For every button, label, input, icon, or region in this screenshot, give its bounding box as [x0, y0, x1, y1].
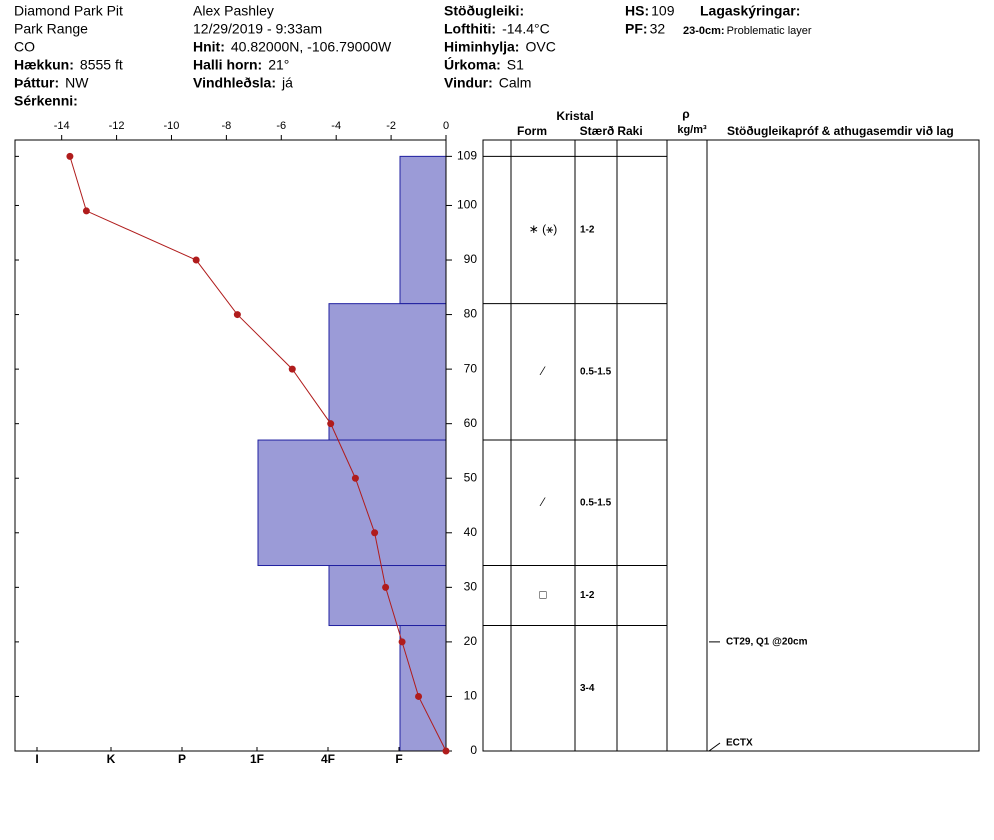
field-value: OVC: [525, 39, 555, 55]
field-label: Vindhleðsla:: [193, 75, 276, 91]
field-label: HS:: [625, 3, 649, 19]
test-arrow: [708, 742, 721, 752]
temperature-point: [288, 365, 296, 373]
temperature-point: [415, 692, 423, 700]
y-tick-label: 60: [464, 416, 478, 430]
note-label: 23-0cm:: [683, 25, 725, 37]
field-value: Park Range: [14, 21, 88, 37]
y-tick-label: 20: [464, 634, 478, 648]
layer-form: □: [539, 588, 546, 602]
col-header: Kristal: [556, 109, 593, 123]
temperature-point: [66, 152, 74, 160]
field-label: Halli horn:: [193, 57, 262, 73]
y-tick-label: 10: [464, 689, 478, 703]
field-value: CO: [14, 39, 35, 55]
hardness-bar: [399, 625, 447, 752]
hardness-label: P: [178, 752, 186, 766]
hardness-bar: [328, 565, 447, 627]
temperature-point: [382, 583, 390, 591]
field-value: 40.82000N, -106.79000W: [231, 39, 392, 55]
field-value: Alex Pashley: [193, 3, 274, 19]
field-value: S1: [507, 57, 524, 73]
hardness-bar: [399, 155, 447, 305]
layer-form: ⁄: [539, 364, 546, 378]
col-header: Stærð: [580, 124, 615, 138]
field-value: 12/29/2019 - 9:33am: [193, 21, 322, 37]
field-value: Calm: [499, 75, 532, 91]
x-tick-label: -12: [109, 120, 125, 132]
x-tick-label: -6: [276, 120, 286, 132]
y-tick-label: 100: [457, 198, 477, 212]
hardness-label: 1F: [250, 752, 264, 766]
field-value: -14.4°C: [502, 21, 550, 37]
hardness-label: I: [35, 752, 38, 766]
col-header: Raki: [617, 124, 642, 138]
col-header: kg/m³: [677, 124, 707, 136]
table-frame: [482, 139, 980, 752]
field-label: Hnit:: [193, 39, 225, 55]
field-value: 21°: [268, 57, 289, 73]
hardness-bar: [328, 303, 447, 441]
temperature-point: [351, 474, 359, 482]
layer-size: 3-4: [580, 683, 595, 694]
field-label: PF:: [625, 21, 648, 37]
x-tick-label: -10: [164, 120, 180, 132]
field-label: Sérkenni:: [14, 93, 78, 109]
layer-size: 0.5-1.5: [580, 366, 612, 377]
hardness-label: F: [395, 752, 402, 766]
field-value: 32: [650, 21, 666, 37]
field-label: Hækkun:: [14, 57, 74, 73]
field-label: Úrkoma:: [444, 56, 501, 73]
layer-form: ⁄: [539, 495, 546, 509]
x-tick-label: -4: [331, 120, 341, 132]
y-tick-label: 50: [464, 470, 478, 484]
x-tick-label: -14: [54, 120, 70, 132]
field-label: Þáttur:: [14, 75, 59, 91]
field-value: 109: [651, 3, 675, 19]
test-label: CT29, Q1 @20cm: [726, 637, 808, 648]
temperature-point: [327, 420, 335, 428]
temperature-line: [69, 156, 447, 752]
layer-size: 1-2: [580, 590, 595, 601]
x-tick-label: -8: [221, 120, 231, 132]
y-tick-label: 30: [464, 580, 478, 594]
field-label: Himinhylja:: [444, 39, 519, 55]
note-value: Problematic layer: [727, 25, 812, 37]
temperature-point: [442, 747, 450, 755]
x-tick-label: 0: [443, 120, 449, 132]
temperature-point: [82, 207, 90, 215]
field-label: Stöðugleiki:: [444, 3, 524, 19]
y-tick-label: 0: [470, 743, 477, 757]
hardness-bar: [257, 439, 447, 567]
field-label: Vindur:: [444, 75, 493, 91]
hardness-label: K: [107, 752, 116, 766]
temperature-point: [398, 638, 406, 646]
col-header: Form: [517, 124, 547, 138]
temperature-point: [371, 529, 379, 537]
field-value: 8555 ft: [80, 57, 123, 73]
x-tick-label: -2: [386, 120, 396, 132]
field-label: Lofthiti:: [444, 21, 496, 37]
y-tick-label: 40: [464, 525, 478, 539]
y-tick-label: 80: [464, 307, 478, 321]
plot-frame: [14, 139, 447, 752]
field-value: Diamond Park Pit: [14, 3, 123, 19]
test-label: ECTX: [726, 738, 753, 749]
layer-form: ∗ (⚹): [529, 222, 558, 236]
field-value: NW: [65, 75, 89, 91]
field-value: já: [281, 75, 293, 91]
y-tick-label: 90: [464, 252, 478, 266]
temperature-point: [233, 311, 241, 319]
col-header: ρ: [682, 107, 689, 121]
temperature-point: [192, 256, 200, 264]
layer-size: 0.5-1.5: [580, 497, 612, 508]
y-tick-label: 70: [464, 361, 478, 375]
hardness-label: 4F: [321, 752, 335, 766]
y-tick-label: 109: [457, 149, 477, 163]
col-header: Stöðugleikapróf & athugasemdir við lag: [727, 124, 954, 138]
layer-size: 1-2: [580, 225, 595, 236]
notes-title: Lagaskýringar:: [700, 3, 800, 19]
